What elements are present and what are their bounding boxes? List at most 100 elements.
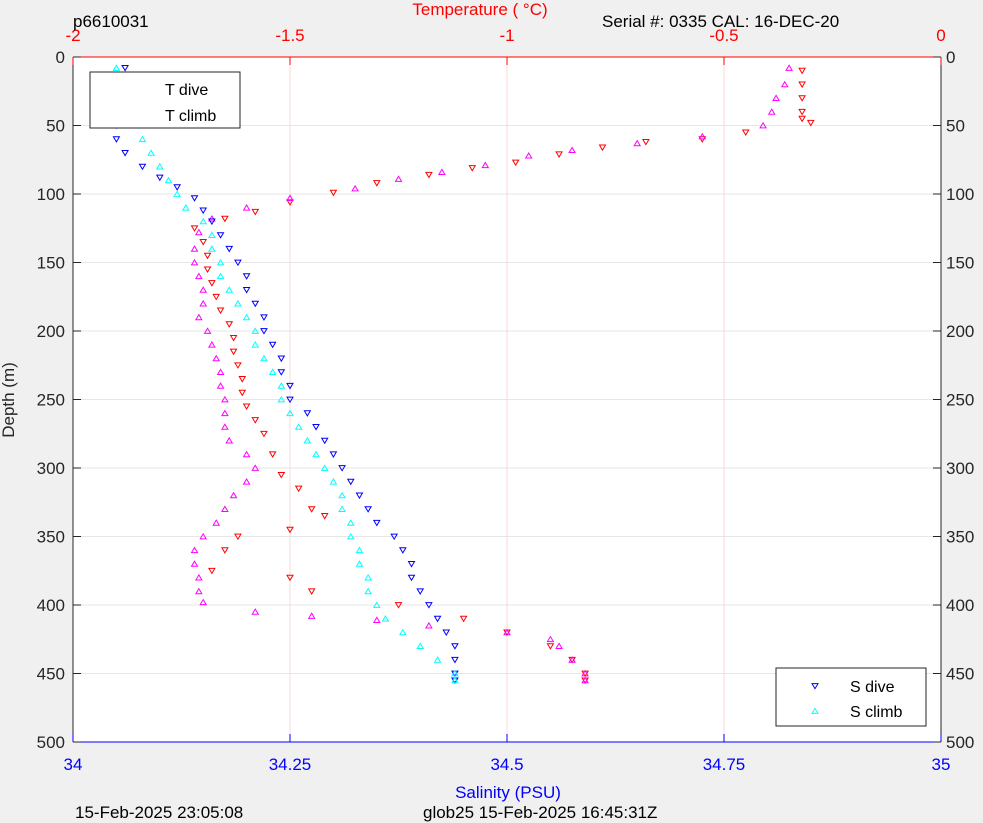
data-point-t-climb <box>581 676 589 684</box>
data-point-t-climb <box>425 621 433 629</box>
data-point-t-dive <box>212 293 221 301</box>
data-point-t-dive <box>307 588 316 595</box>
data-point-s-climb <box>355 546 364 554</box>
data-point-s-dive <box>312 424 320 431</box>
data-point-t-dive <box>251 208 260 216</box>
data-point-s-climb <box>260 354 268 362</box>
data-point-t-climb <box>208 341 216 348</box>
data-point-t-climb <box>503 628 511 636</box>
data-point-t-dive <box>294 485 303 493</box>
data-point-s-dive <box>199 207 208 215</box>
depth-tick-label-right: 500 <box>946 733 974 752</box>
legend-s-dive-label: S dive <box>850 679 895 696</box>
data-point-t-dive <box>511 159 520 167</box>
data-point-s-dive <box>286 396 294 404</box>
data-point-s-climb <box>329 478 338 485</box>
depth-tick-label-right: 150 <box>946 254 974 273</box>
data-point-t-climb <box>772 94 780 101</box>
data-point-t-dive <box>242 403 251 411</box>
legend-temperature: T dive T climb <box>89 71 241 129</box>
legend-t-climb-label: T climb <box>165 108 216 125</box>
data-point-s-dive <box>121 65 129 72</box>
data-point-s-climb <box>286 409 294 417</box>
data-point-t-climb <box>242 204 251 211</box>
data-point-s-climb <box>251 341 260 348</box>
data-point-s-dive <box>407 574 416 582</box>
depth-tick-label-left: 0 <box>56 48 65 67</box>
data-point-t-dive <box>251 417 260 424</box>
data-point-t-dive <box>286 526 294 534</box>
data-point-s-climb <box>294 423 303 430</box>
data-point-s-dive <box>155 174 164 182</box>
data-point-t-climb <box>351 184 359 192</box>
data-point-s-climb <box>364 573 372 581</box>
data-point-t-climb <box>221 395 229 403</box>
depth-tick-label-left: 100 <box>37 185 65 204</box>
data-point-t-dive <box>307 506 316 513</box>
data-point-t-climb <box>286 194 294 202</box>
data-point-s-dive <box>225 245 234 253</box>
data-point-t-climb <box>216 382 225 389</box>
data-point-s-dive <box>173 184 182 191</box>
data-point-t-dive <box>598 144 607 152</box>
legend-temperature-box <box>89 71 241 129</box>
data-point-t-climb <box>194 272 203 280</box>
data-point-t-dive <box>798 95 806 102</box>
depth-tick-label-right: 0 <box>946 48 955 67</box>
data-point-s-dive <box>190 195 199 202</box>
depth-axis-label: Depth (m) <box>0 362 18 438</box>
data-point-s-dive <box>416 588 425 595</box>
data-point-s-climb <box>181 204 190 211</box>
salinity-axis-label: Salinity (PSU) <box>455 783 561 802</box>
data-point-s-dive <box>390 533 399 541</box>
data-point-t-dive <box>208 567 216 575</box>
data-point-t-dive <box>277 471 286 479</box>
data-point-t-dive <box>642 139 650 146</box>
legend-s-climb-marker <box>811 707 819 714</box>
legend-t-dive-label: T dive <box>165 82 208 99</box>
data-point-t-climb <box>251 464 260 471</box>
data-point-s-climb <box>416 642 425 649</box>
data-point-t-dive <box>425 171 433 179</box>
data-point-s-dive <box>303 410 312 417</box>
depth-tick-label-right: 100 <box>946 185 974 204</box>
data-point-s-dive <box>407 561 416 568</box>
data-point-s-climb <box>216 258 225 266</box>
data-point-t-climb <box>221 423 229 430</box>
data-point-t-climb <box>780 80 789 88</box>
data-point-t-dive <box>260 430 268 438</box>
data-point-t-dive <box>229 348 238 356</box>
data-point-s-climb <box>173 190 182 197</box>
data-point-s-dive <box>277 355 286 363</box>
data-point-s-dive <box>112 136 121 143</box>
data-point-t-climb <box>698 132 707 140</box>
data-point-t-climb <box>221 409 229 417</box>
data-point-s-climb <box>451 669 459 677</box>
data-point-s-dive <box>251 300 260 308</box>
data-point-s-climb <box>398 628 407 636</box>
series-t-climb <box>190 64 793 684</box>
data-point-s-climb <box>346 532 355 540</box>
data-point-s-climb <box>208 245 216 252</box>
data-point-t-dive <box>238 389 247 397</box>
data-point-s-climb <box>138 135 147 143</box>
data-point-t-dive <box>798 115 806 123</box>
temperature-axis-label: Temperature ( °C) <box>412 0 547 19</box>
data-point-t-climb <box>212 354 221 362</box>
data-point-t-dive <box>320 513 329 520</box>
data-point-t-climb <box>372 616 381 623</box>
legend-s-climb-label: S climb <box>850 704 903 721</box>
data-point-t-climb <box>307 612 316 619</box>
data-point-s-dive <box>451 656 459 664</box>
data-point-t-climb <box>225 436 234 444</box>
data-point-s-climb <box>303 436 312 444</box>
data-point-s-dive <box>364 506 372 513</box>
data-point-s-climb <box>155 162 164 170</box>
data-point-s-dive <box>286 382 294 390</box>
data-point-t-dive <box>555 151 563 158</box>
data-point-s-dive <box>433 615 442 623</box>
data-point-s-dive <box>355 492 364 500</box>
depth-tick-label-right: 300 <box>946 459 974 478</box>
serial-cal-text: Serial #: 0335 CAL: 16-DEC-20 <box>602 12 839 31</box>
data-point-t-climb <box>190 560 199 567</box>
